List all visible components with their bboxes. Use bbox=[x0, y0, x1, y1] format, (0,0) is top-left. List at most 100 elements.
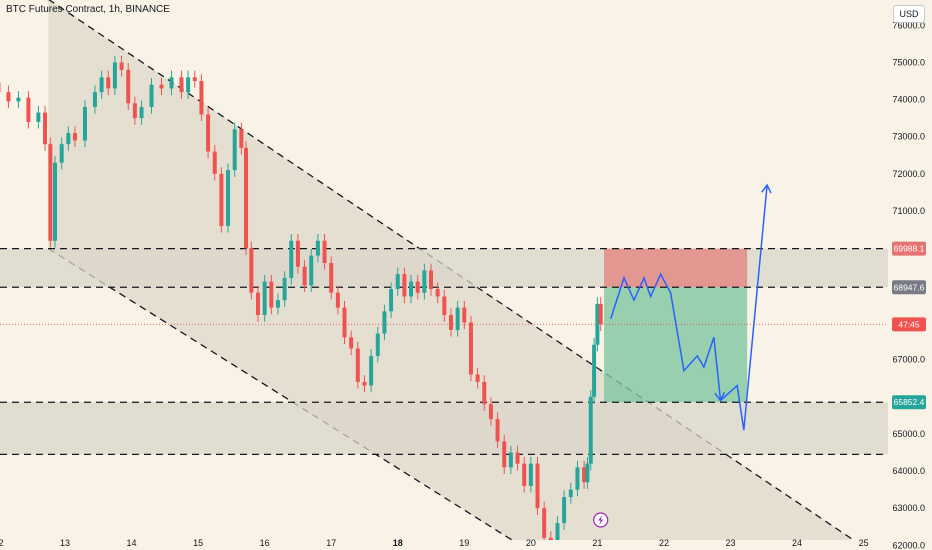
candle-body[interactable] bbox=[502, 441, 507, 468]
candle-body[interactable] bbox=[112, 62, 117, 89]
candle-body[interactable] bbox=[126, 69, 131, 104]
candle-body[interactable] bbox=[468, 322, 473, 375]
candle-body[interactable] bbox=[495, 419, 500, 442]
candle-body[interactable] bbox=[562, 497, 567, 524]
candle-body[interactable] bbox=[535, 463, 540, 509]
candle-body[interactable] bbox=[192, 77, 197, 82]
candle-body[interactable] bbox=[395, 274, 400, 290]
candle-body[interactable] bbox=[302, 266, 307, 286]
candle-body[interactable] bbox=[595, 303, 600, 345]
candle-body[interactable] bbox=[362, 381, 367, 386]
time-axis[interactable] bbox=[0, 540, 932, 550]
candle-body[interactable] bbox=[106, 77, 111, 89]
candle-body[interactable] bbox=[99, 77, 104, 93]
currency-button[interactable]: USD bbox=[893, 5, 925, 23]
candle-body[interactable] bbox=[244, 147, 249, 249]
candle-body[interactable] bbox=[522, 463, 527, 486]
candle-body[interactable] bbox=[212, 151, 217, 174]
candle-body[interactable] bbox=[262, 281, 267, 316]
candle-body[interactable] bbox=[488, 404, 493, 420]
candle-body[interactable] bbox=[375, 333, 380, 356]
candle-body[interactable] bbox=[72, 133, 77, 141]
candle-body[interactable] bbox=[66, 133, 71, 145]
candle-body[interactable] bbox=[282, 277, 287, 301]
candle-body[interactable] bbox=[255, 292, 260, 316]
candle-body[interactable] bbox=[409, 281, 414, 297]
candle-body[interactable] bbox=[16, 97, 21, 102]
candle-body[interactable] bbox=[515, 452, 520, 464]
candle-body[interactable] bbox=[48, 144, 53, 241]
candle-body[interactable] bbox=[355, 348, 360, 382]
candle-body[interactable] bbox=[239, 129, 244, 148]
candle-body[interactable] bbox=[59, 144, 64, 163]
candle-body[interactable] bbox=[442, 296, 447, 316]
price-axis[interactable] bbox=[888, 0, 932, 550]
candle-body[interactable] bbox=[149, 84, 154, 108]
candle-body[interactable] bbox=[179, 77, 184, 93]
candle-body[interactable] bbox=[592, 344, 597, 397]
candle-body[interactable] bbox=[568, 489, 573, 498]
candle-body[interactable] bbox=[588, 396, 593, 464]
candle-body[interactable] bbox=[508, 452, 513, 468]
candle-body[interactable] bbox=[206, 114, 211, 152]
candle-body[interactable] bbox=[199, 81, 204, 115]
candle-body[interactable] bbox=[389, 289, 394, 312]
candle-body[interactable] bbox=[482, 381, 487, 405]
candle-body[interactable] bbox=[219, 173, 224, 226]
candle-body[interactable] bbox=[26, 97, 31, 122]
price-tag[interactable] bbox=[892, 395, 926, 410]
candle-body[interactable] bbox=[159, 84, 164, 89]
candle-body[interactable] bbox=[382, 311, 387, 334]
candle-body[interactable] bbox=[6, 92, 11, 102]
candle-body[interactable] bbox=[429, 270, 434, 290]
candle-body[interactable] bbox=[585, 463, 590, 483]
candle-body[interactable] bbox=[448, 315, 453, 330]
price-tag[interactable] bbox=[892, 241, 926, 256]
candle-body[interactable] bbox=[169, 77, 174, 89]
candle-body[interactable] bbox=[329, 263, 334, 293]
candle-body[interactable] bbox=[349, 337, 354, 349]
candle-body[interactable] bbox=[139, 107, 144, 119]
candle-body[interactable] bbox=[186, 77, 191, 93]
candle-body[interactable] bbox=[422, 270, 427, 293]
candle-body[interactable] bbox=[475, 374, 480, 382]
candle-body[interactable] bbox=[232, 129, 237, 171]
candle-body[interactable] bbox=[275, 300, 280, 308]
candle-body[interactable] bbox=[36, 112, 41, 122]
price-tag[interactable] bbox=[892, 317, 926, 332]
candle-body[interactable] bbox=[53, 162, 58, 241]
candle-body[interactable] bbox=[322, 240, 327, 264]
price-tag[interactable] bbox=[892, 280, 926, 295]
candle-body[interactable] bbox=[335, 292, 340, 308]
candle-body[interactable] bbox=[289, 240, 294, 278]
candle-body[interactable] bbox=[295, 240, 300, 267]
candle-body[interactable] bbox=[542, 508, 547, 538]
candle-body[interactable] bbox=[315, 240, 320, 256]
candle-body[interactable] bbox=[582, 467, 587, 483]
candle-body[interactable] bbox=[455, 307, 460, 330]
candle-body[interactable] bbox=[415, 281, 420, 293]
candle-body[interactable] bbox=[309, 255, 314, 286]
candle-body[interactable] bbox=[462, 307, 467, 323]
candle-body[interactable] bbox=[82, 107, 87, 141]
candle-body[interactable] bbox=[249, 248, 254, 293]
candle-body[interactable] bbox=[119, 62, 124, 70]
candle-body[interactable] bbox=[342, 307, 347, 338]
candle-body[interactable] bbox=[92, 92, 97, 108]
candle-body[interactable] bbox=[132, 103, 137, 119]
stop-loss-zone[interactable] bbox=[604, 248, 748, 288]
candle-body[interactable] bbox=[402, 274, 407, 297]
projection-path[interactable] bbox=[609, 184, 768, 431]
candle-body[interactable] bbox=[269, 281, 274, 308]
candle-body[interactable] bbox=[43, 112, 48, 145]
candle-body[interactable] bbox=[369, 355, 374, 386]
candle-body[interactable] bbox=[435, 289, 440, 297]
candle-body[interactable] bbox=[598, 303, 603, 325]
take-profit-zone[interactable] bbox=[604, 287, 748, 403]
candle-body[interactable] bbox=[226, 170, 231, 226]
candle-body[interactable] bbox=[528, 463, 533, 486]
candle-body[interactable] bbox=[575, 467, 580, 490]
candle-body[interactable] bbox=[555, 523, 560, 548]
